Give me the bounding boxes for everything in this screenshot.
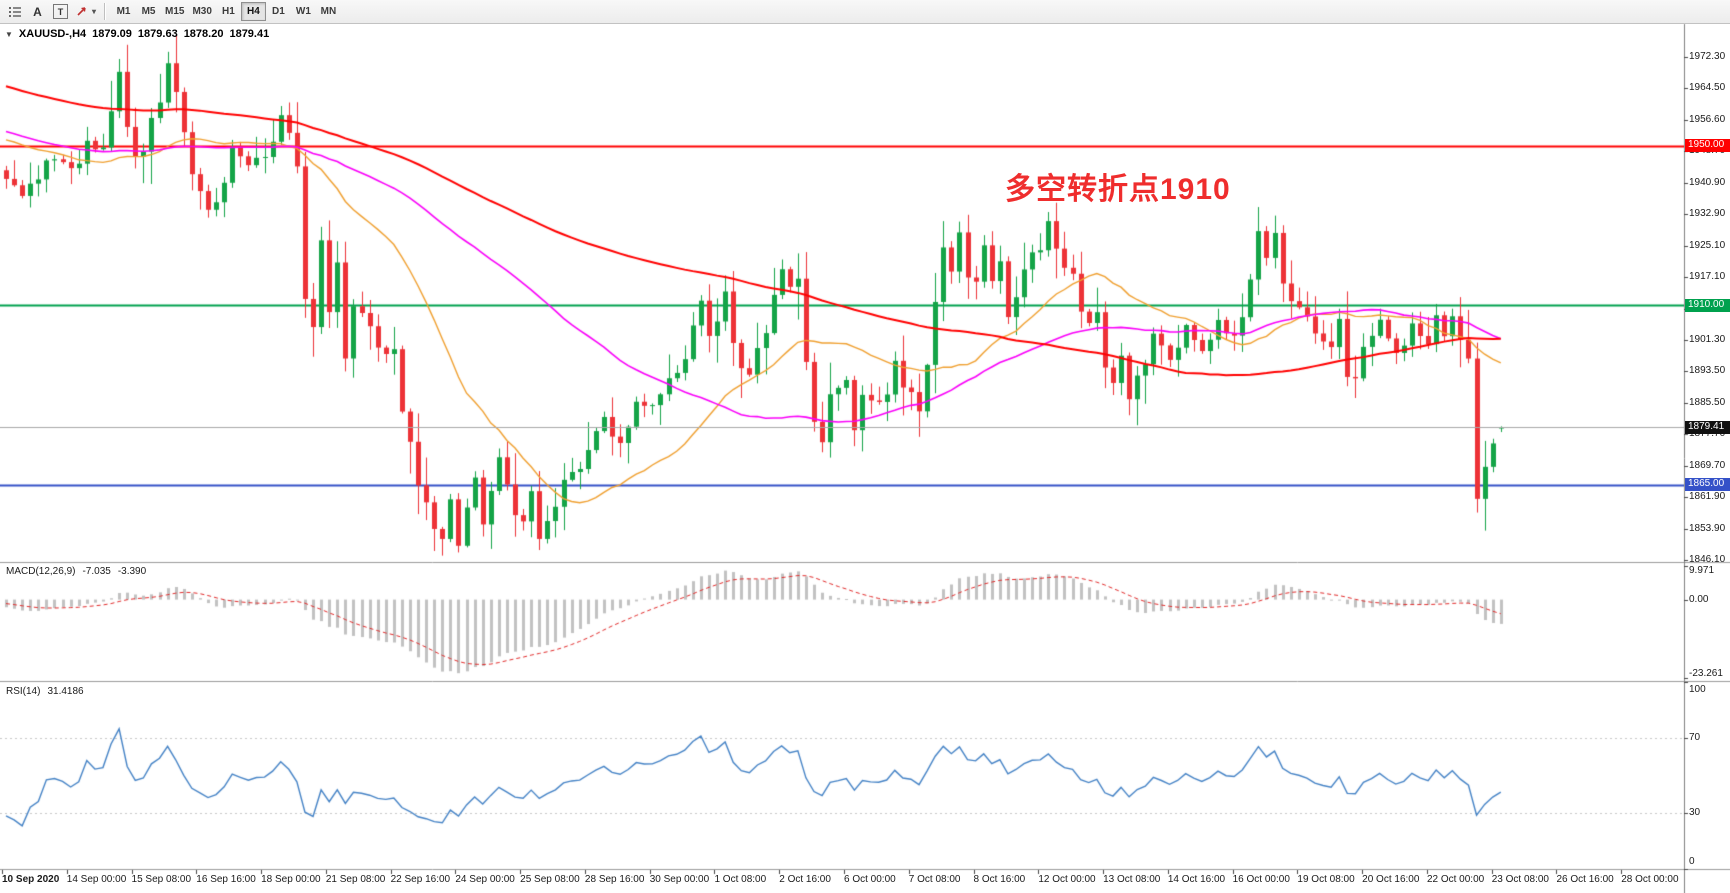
- macd-value-signal: -3.390: [117, 566, 147, 577]
- price-tick: 1917.10: [1689, 271, 1726, 283]
- macd-scale-tick: 0.00: [1689, 593, 1709, 605]
- time-tick: 16 Oct 00:00: [1232, 874, 1290, 885]
- rsi-scale-tick: 0: [1689, 856, 1695, 867]
- price-tick: 1846.10: [1689, 554, 1726, 565]
- ohlc-close: 1879.41: [229, 28, 270, 40]
- price-tick: 1869.70: [1689, 459, 1726, 471]
- rsi-value: 31.4186: [47, 686, 84, 697]
- time-tick: 15 Sep 08:00: [131, 874, 192, 885]
- text-tool-button[interactable]: T: [49, 2, 72, 22]
- price-label-1910-00: 1910.00: [1685, 298, 1730, 312]
- time-tick: 20 Oct 16:00: [1362, 874, 1420, 885]
- add-label-button[interactable]: A: [26, 2, 49, 22]
- chevron-down-icon: ▾: [92, 7, 97, 16]
- rsi-scale-tick: 30: [1689, 806, 1701, 818]
- time-tick: 12 Oct 00:00: [1038, 874, 1096, 885]
- timeframe-m15[interactable]: M15: [161, 2, 188, 21]
- price-tick: 1972.30: [1689, 51, 1726, 62]
- arrow-tool-icon: [77, 7, 86, 16]
- chart-list-button[interactable]: [3, 2, 26, 22]
- time-tick: 25 Sep 08:00: [520, 874, 580, 885]
- timeframe-h1[interactable]: H1: [216, 2, 241, 21]
- time-tick: 28 Sep 16:00: [584, 874, 645, 885]
- macd-scale-tick: 9.971: [1689, 565, 1715, 576]
- toolbar-separator: [104, 3, 107, 20]
- rsi-name: RSI(14): [6, 686, 41, 697]
- price-label-1865-00: 1865.00: [1685, 478, 1730, 492]
- symbol-ohlc-label: ▼ XAUUSD-,H4 1879.09 1879.63 1878.20 187…: [5, 28, 269, 40]
- time-tick: 14 Sep 00:00: [66, 874, 127, 885]
- rsi-label: RSI(14) 31.4186: [6, 686, 84, 697]
- chart-list-icon: [8, 6, 21, 17]
- time-tick: 1 Oct 08:00: [714, 874, 767, 885]
- time-tick: 10 Sep 2020: [2, 874, 60, 885]
- timeframe-m1[interactable]: M1: [111, 2, 136, 21]
- rsi-scale-tick: 70: [1689, 732, 1701, 744]
- timeframe-h4[interactable]: H4: [240, 2, 266, 21]
- ohlc-high: 1879.63: [137, 28, 178, 40]
- time-tick: 21 Sep 08:00: [325, 874, 386, 885]
- time-tick: 7 Oct 08:00: [908, 874, 961, 885]
- time-tick: 16 Sep 16:00: [196, 874, 256, 885]
- ohlc-open: 1879.09: [92, 28, 132, 40]
- price-tick: 1964.50: [1689, 82, 1726, 94]
- time-tick: 22 Oct 00:00: [1426, 874, 1485, 885]
- timeframe-m30[interactable]: M30: [188, 2, 215, 21]
- time-tick: 2 Oct 16:00: [779, 874, 831, 885]
- timeframe-d1[interactable]: D1: [266, 2, 291, 21]
- macd-label: MACD(12,26,9) -7.035 -3.390: [6, 566, 146, 577]
- ohlc-low: 1878.20: [183, 28, 224, 40]
- price-tick: 1925.10: [1689, 239, 1726, 251]
- time-tick: 30 Sep 00:00: [649, 874, 710, 885]
- time-tick: 28 Oct 00:00: [1621, 874, 1679, 885]
- timeframe-m5[interactable]: M5: [136, 2, 161, 21]
- time-tick: 26 Oct 16:00: [1556, 874, 1614, 885]
- text-tool-glyph: T: [53, 4, 68, 19]
- price-tick: 1956.60: [1689, 113, 1726, 125]
- symbol-title: XAUUSD-,H4: [18, 28, 87, 40]
- price-tick: 1861.90: [1689, 491, 1726, 503]
- toolbar: A T ▾ M1 M5 M15 M30 H1 H4 D1 W1 MN: [0, 0, 1730, 24]
- timeframe-w1[interactable]: W1: [291, 2, 316, 21]
- price-tick: 1893.50: [1689, 365, 1726, 377]
- price-tick: 1853.90: [1689, 522, 1726, 534]
- price-tick: 1885.50: [1689, 396, 1726, 408]
- price-tick: 1901.30: [1689, 333, 1726, 345]
- time-tick: 24 Sep 00:00: [455, 874, 515, 885]
- time-tick: 13 Oct 08:00: [1103, 874, 1161, 885]
- macd-value-main: -7.035: [82, 566, 111, 577]
- symbol-dropdown-icon[interactable]: ▼: [5, 29, 13, 39]
- price-tick: 1932.90: [1689, 208, 1726, 220]
- timeframe-mn[interactable]: MN: [316, 2, 341, 21]
- time-tick: 18 Sep 00:00: [261, 874, 321, 885]
- rsi-scale-tick: 100: [1689, 684, 1706, 695]
- time-tick: 19 Oct 08:00: [1297, 874, 1355, 885]
- time-tick: 6 Oct 00:00: [844, 874, 896, 885]
- time-tick: 23 Oct 08:00: [1491, 874, 1549, 885]
- price-tick: 1940.90: [1689, 176, 1726, 188]
- time-tick: 22 Sep 16:00: [390, 874, 451, 885]
- chart-annotation[interactable]: 多空转折点1910: [1005, 173, 1231, 206]
- price-label-1950-00: 1950.00: [1685, 139, 1730, 153]
- price-label-1879-41: 1879.41: [1685, 420, 1730, 434]
- time-tick: 14 Oct 16:00: [1167, 874, 1226, 885]
- time-tick: 8 Oct 16:00: [973, 874, 1026, 885]
- macd-scale-tick: -23.261: [1689, 668, 1723, 679]
- macd-name: MACD(12,26,9): [6, 566, 76, 577]
- arrows-dropdown-button[interactable]: ▾: [72, 2, 99, 22]
- price-tick: 1877.70: [1689, 428, 1726, 440]
